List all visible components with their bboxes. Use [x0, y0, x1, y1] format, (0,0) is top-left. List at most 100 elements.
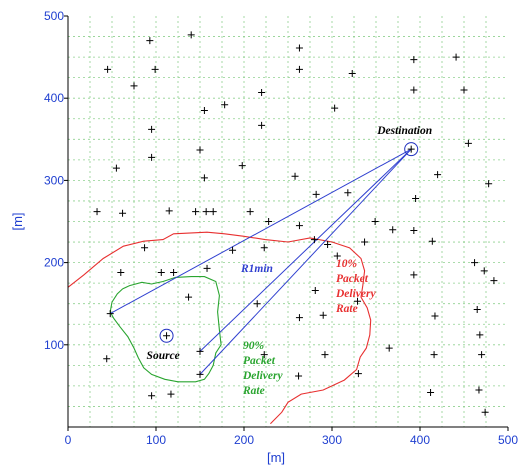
node-marker [310, 236, 318, 244]
node-marker [103, 355, 111, 363]
node-marker [265, 218, 273, 225]
node-marker [295, 44, 303, 52]
node-marker [410, 271, 418, 279]
node-marker [165, 207, 173, 215]
node-marker [344, 189, 352, 197]
y-tick-label: 500 [44, 9, 64, 23]
special-nodes [159, 142, 419, 343]
node-marker [295, 372, 303, 380]
node-marker [311, 287, 319, 295]
contour-10-percent-label-line: 10% [336, 258, 357, 270]
node-marker [475, 386, 483, 394]
source-circle [159, 328, 174, 343]
node-marker [473, 305, 481, 313]
y-tick-label: 400 [44, 91, 64, 105]
node-marker [148, 153, 156, 161]
contour-90-percent-label-line: 90% [243, 340, 264, 352]
node-marker [348, 70, 356, 78]
node-marker [196, 347, 204, 355]
axes: 0 100 200 300 400 500 100 200 300 400 500 [m] [m] [10, 9, 518, 465]
node-marker [410, 227, 418, 235]
node-marker [460, 86, 468, 94]
node-marker [167, 390, 175, 398]
x-tick-label: 200 [234, 433, 254, 447]
node-marker [361, 238, 369, 246]
node-marker [106, 310, 114, 318]
node-marker [151, 65, 159, 73]
node-marker [209, 208, 217, 216]
destination-label: Destination [376, 125, 432, 137]
destination-marker [407, 145, 415, 153]
node-marker [410, 56, 418, 64]
node-marker [104, 65, 112, 73]
x-tick-label: 100 [146, 433, 166, 447]
node-marker [485, 180, 493, 188]
node-marker [385, 344, 393, 352]
contour-90-percent [109, 276, 222, 383]
y-tick-label: 300 [44, 173, 64, 187]
node-marker [295, 314, 303, 322]
x-axis-label: [m] [267, 450, 285, 465]
node-marker [238, 162, 246, 170]
destination-circle [404, 142, 419, 157]
route-line-2 [199, 148, 412, 352]
node-marker [354, 297, 362, 305]
contour-90-percent-label-line: Packet [243, 355, 276, 367]
x-tick-label: 400 [410, 433, 430, 447]
node-marker [471, 259, 479, 267]
node-marker [354, 370, 362, 378]
node-marker [412, 194, 420, 202]
node-marker [258, 121, 266, 129]
node-marker [185, 293, 193, 301]
node-marker [291, 172, 299, 180]
contour-10-percent-label-line: Delivery [335, 288, 376, 300]
node-marker [464, 139, 472, 147]
node-marker [200, 174, 208, 182]
node-marker [371, 218, 379, 225]
node-marker [333, 252, 341, 260]
node-marker [229, 246, 237, 254]
route-line-3 [199, 148, 412, 375]
node-marker [157, 268, 165, 276]
node-marker [295, 222, 303, 230]
node-marker [480, 267, 488, 275]
routes [110, 148, 412, 375]
route-label-r1min: R1min [240, 263, 273, 275]
node-marker [187, 31, 195, 39]
node-marker [295, 65, 303, 73]
node-marker [112, 164, 120, 172]
source-label: Source [147, 350, 180, 362]
node-marker [324, 241, 332, 249]
contour-90-percent-label-line: Rate [242, 385, 265, 397]
node-marker [196, 146, 204, 154]
annotations: Source Destination R1min 10% Packet Delivery R… [147, 125, 433, 397]
node-marker [428, 237, 436, 245]
node-marker [170, 268, 178, 276]
node-marker [410, 86, 418, 94]
node-marker [478, 351, 486, 359]
source-marker [163, 332, 171, 340]
contour-90-percent-label-line: Delivery [242, 370, 283, 382]
node-marker [93, 208, 101, 216]
node-marker [490, 277, 498, 285]
node-marker [253, 300, 261, 308]
node-marker [119, 209, 127, 217]
y-axis-label: [m] [10, 212, 25, 230]
node-marker [476, 331, 484, 339]
node-marker [203, 264, 211, 272]
node-marker [196, 370, 204, 378]
node-marker [146, 37, 154, 45]
x-tick-label: 300 [322, 433, 342, 447]
node-marker [389, 226, 397, 234]
node-marker [452, 53, 460, 61]
y-tick-label: 200 [44, 256, 64, 270]
node-marker [321, 351, 329, 359]
node-marker [221, 101, 229, 109]
node-marker [246, 208, 254, 216]
node-marker [260, 244, 268, 252]
node-marker [192, 208, 200, 216]
node-marker [148, 125, 156, 133]
x-tick-label: 500 [498, 433, 518, 447]
node-marker [312, 190, 320, 198]
